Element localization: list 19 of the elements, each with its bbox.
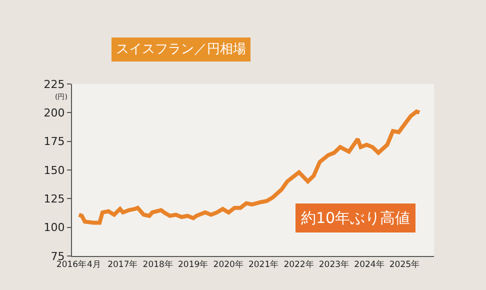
y-tick-label: 200 (44, 106, 65, 120)
y-tick-label: 175 (44, 135, 65, 148)
y-tick-label: 150 (44, 164, 65, 177)
y-tick-label: 100 (44, 221, 65, 234)
y-tick-label: 225 (44, 78, 65, 91)
x-tick-label: 2016年4月 (56, 259, 102, 270)
chart-title: スイスフラン／円相場 (116, 42, 246, 57)
x-tick-label: 2019年 (178, 259, 209, 270)
x-tick-label: 2024年 (354, 259, 385, 270)
annotation: 約10年ぶり高値 (301, 209, 410, 227)
line-series (76, 110, 422, 225)
x-tick-label: 2017年 (108, 259, 138, 270)
x-tick-label: 2021年 (248, 259, 280, 270)
x-tick-label: 2022年 (284, 259, 314, 270)
x-tick-label: 2023年 (318, 259, 350, 270)
x-tick-label: 2025年 (389, 259, 420, 270)
x-tick-label: 2020年 (213, 259, 244, 270)
y-tick-label: 125 (44, 192, 65, 206)
x-tick-label: 2018年 (142, 259, 174, 270)
